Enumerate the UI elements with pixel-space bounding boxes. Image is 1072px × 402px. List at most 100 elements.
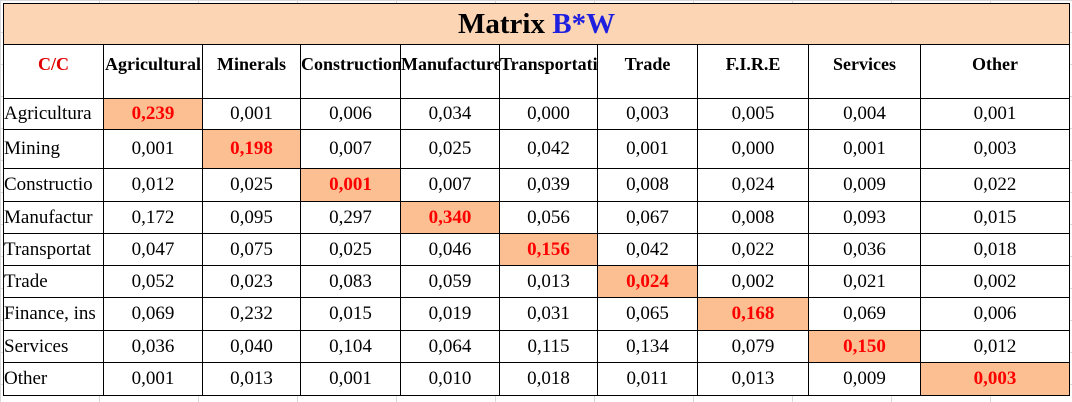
cell: 0,002 [919,265,1071,298]
table-row: Trade 0,052 0,023 0,083 0,059 0,013 0,024 0,002… [3,265,1071,298]
cell: 0,075 [202,233,301,266]
cell: 0,019 [400,297,500,331]
cell: 0,056 [499,201,598,234]
table-row: Other 0,001 0,013 0,001 0,010 0,018 0,011 0,013… [3,362,1071,396]
cell: 0,036 [808,233,921,266]
column-header: Construction [301,54,400,74]
column-header: Minerals [217,54,286,74]
matrix-table: Matrix B*W C/C Agricultural Minerals Constr… [2,3,1071,396]
cell: 0,007 [400,168,500,202]
row-label: Agricultura [3,98,104,130]
column-header: Services [833,54,896,74]
cell: 0,040 [202,330,301,363]
title-cell: Matrix B*W [2,3,1071,45]
column-header: Agricultural [105,54,201,74]
cell: 0,046 [400,233,500,266]
cell: 0,047 [103,233,203,266]
column-header-cell: F.I.R.E [697,44,809,99]
title-highlight: B*W [552,7,616,40]
cell: 0,232 [202,297,301,331]
row-label: Other [3,362,104,396]
cell: 0,001 [808,129,921,169]
cell: 0,022 [697,233,809,266]
cell: 0,000 [697,129,809,169]
cell: 0,000 [499,98,598,130]
cell: 0,006 [300,98,401,130]
column-header-cell: Agricultural [103,44,203,99]
cell: 0,009 [808,168,921,202]
cell: 0,022 [919,168,1071,202]
cell: 0,008 [597,168,698,202]
cell: 0,012 [919,330,1071,363]
column-header: Other [972,54,1019,74]
table-row: Agricultura 0,239 0,001 0,006 0,034 0,000 0,00… [3,98,1071,130]
cell: 0,115 [499,330,598,363]
diagonal-cell: 0,340 [400,201,500,234]
table-row: Transportat 0,047 0,075 0,025 0,046 0,156 0,04… [3,233,1071,266]
row-label: Constructio [3,168,104,202]
diagonal-cell: 0,003 [919,362,1071,396]
cell: 0,001 [202,98,301,130]
column-header: Transportation [500,54,597,74]
cell: 0,025 [300,233,401,266]
diagonal-cell: 0,156 [499,233,598,266]
cell: 0,039 [499,168,598,202]
cell: 0,005 [697,98,809,130]
cell: 0,079 [697,330,809,363]
cell: 0,015 [919,201,1071,234]
cell: 0,003 [597,98,698,130]
diagonal-cell: 0,198 [202,129,301,169]
column-header: F.I.R.E [725,54,781,74]
column-header: Trade [624,54,671,74]
cell: 0,025 [202,168,301,202]
cell: 0,297 [300,201,401,234]
cell: 0,008 [697,201,809,234]
cell: 0,010 [400,362,500,396]
diagonal-cell: 0,024 [597,265,698,298]
row-label: Services [3,330,104,363]
row-label: Finance, ins [3,297,104,331]
corner-label: C/C [38,54,69,74]
cell: 0,023 [202,265,301,298]
column-header-cell: Services [808,44,921,99]
cell: 0,001 [103,362,203,396]
cell: 0,009 [808,362,921,396]
column-header-cell: Transportation [499,44,598,99]
cell: 0,001 [300,362,401,396]
cell: 0,013 [499,265,598,298]
table-row: Constructio 0,012 0,025 0,001 0,007 0,039 0,00… [3,168,1071,202]
cell: 0,093 [808,201,921,234]
table-row: Services 0,036 0,040 0,104 0,064 0,115 0,134 0,… [3,330,1071,363]
title-prefix: Matrix [458,7,545,40]
cell: 0,134 [597,330,698,363]
cell: 0,001 [103,129,203,169]
cell: 0,172 [103,201,203,234]
column-header-cell: Minerals [202,44,301,99]
cell: 0,011 [597,362,698,396]
cell: 0,012 [103,168,203,202]
row-label: Transportat [3,233,104,266]
cell: 0,064 [400,330,500,363]
cell: 0,031 [499,297,598,331]
diagonal-cell: 0,239 [103,98,203,130]
cell: 0,104 [300,330,401,363]
column-header-cell: Manufactured [400,44,500,99]
column-header-cell: Construction [300,44,401,99]
cell: 0,003 [919,129,1071,169]
column-header-cell: Trade [597,44,698,99]
cell: 0,013 [697,362,809,396]
cell: 0,018 [499,362,598,396]
column-header: Manufactured [401,54,499,74]
table-row: Manufactur 0,172 0,095 0,297 0,340 0,056 0,067… [3,201,1071,234]
cell: 0,018 [919,233,1071,266]
row-label: Trade [3,265,104,298]
cell: 0,021 [808,265,921,298]
cell: 0,042 [499,129,598,169]
cell: 0,042 [597,233,698,266]
cell: 0,002 [697,265,809,298]
diagonal-cell: 0,150 [808,330,921,363]
cell: 0,034 [400,98,500,130]
cell: 0,067 [597,201,698,234]
cell: 0,006 [919,297,1071,331]
